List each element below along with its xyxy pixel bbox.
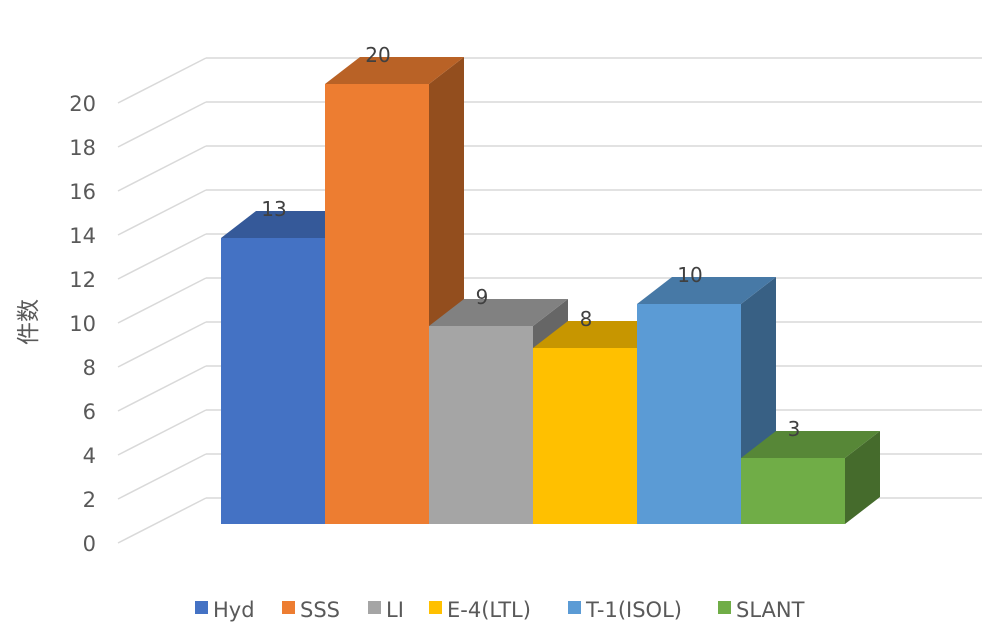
gridline-side-0 <box>117 497 207 544</box>
legend-label: Hyd <box>213 598 255 622</box>
bar-top <box>325 57 464 84</box>
data-label: 20 <box>365 43 390 67</box>
bar-top <box>637 277 776 304</box>
bar-SLANT <box>741 431 880 524</box>
data-labels: 13 20 9 8 10 3 <box>261 43 800 441</box>
legend-item-E-4(LTL): E-4(LTL) <box>429 598 531 622</box>
bar-front <box>221 238 325 524</box>
legend-swatch <box>718 601 731 614</box>
legend-item-SSS: SSS <box>282 598 340 622</box>
legend-item-LI: LI <box>368 598 404 622</box>
y-tick-label: 8 <box>83 356 96 380</box>
data-label: 10 <box>677 263 702 287</box>
legend-item-SLANT: SLANT <box>718 598 805 622</box>
gridline-side-10 <box>117 277 207 324</box>
data-label: 8 <box>580 307 593 331</box>
legend-swatch <box>368 601 381 614</box>
legend-item-Hyd: Hyd <box>195 598 255 622</box>
gridline-side-4 <box>117 409 207 456</box>
gridline-side-20 <box>117 57 207 104</box>
legend-label: T-1(ISOL) <box>585 598 682 622</box>
bar-front <box>637 304 741 524</box>
bar-T-1(ISOL) <box>637 277 776 524</box>
y-tick-label: 18 <box>69 136 96 160</box>
gridline-side-18 <box>117 101 207 148</box>
y-axis-label: 件数 <box>16 299 42 345</box>
y-tick-label: 12 <box>69 268 96 292</box>
legend-swatch <box>195 601 208 614</box>
legend: Hyd SSS LI E-4(LTL) T-1(ISOL) SLANT <box>195 598 805 622</box>
bar-front <box>429 326 533 524</box>
y-tick-label: 20 <box>69 92 96 116</box>
gridline-side-16 <box>117 145 207 192</box>
gridline-side-6 <box>117 365 207 412</box>
y-tick-label: 14 <box>69 224 96 248</box>
legend-swatch <box>568 601 581 614</box>
legend-label: SLANT <box>736 598 805 622</box>
y-tick-label: 10 <box>69 312 96 336</box>
legend-swatch <box>282 601 295 614</box>
gridline-side-8 <box>117 321 207 368</box>
bar-side <box>845 431 880 524</box>
legend-label: E-4(LTL) <box>447 598 531 622</box>
legend-label: SSS <box>300 598 340 622</box>
bar-front <box>533 348 637 524</box>
legend-item-T-1(ISOL): T-1(ISOL) <box>568 598 682 622</box>
y-tick-label: 2 <box>83 488 96 512</box>
gridline-side-2 <box>117 453 207 500</box>
bar-top <box>429 299 568 326</box>
legend-label: LI <box>386 598 404 622</box>
bar-front <box>741 458 845 524</box>
bar-top <box>741 431 880 458</box>
bar-front <box>325 84 429 524</box>
y-axis-ticks: 0 2 4 6 8 10 12 14 16 18 20 <box>69 92 96 556</box>
legend-swatch <box>429 601 442 614</box>
gridline-side-14 <box>117 189 207 236</box>
y-tick-label: 0 <box>83 532 96 556</box>
y-tick-label: 4 <box>83 444 96 468</box>
y-tick-label: 6 <box>83 400 96 424</box>
bars <box>221 57 880 524</box>
y-tick-label: 16 <box>69 180 96 204</box>
data-label: 13 <box>261 197 286 221</box>
data-label: 3 <box>788 417 801 441</box>
gridline-side-12 <box>117 233 207 280</box>
data-label: 9 <box>476 285 489 309</box>
